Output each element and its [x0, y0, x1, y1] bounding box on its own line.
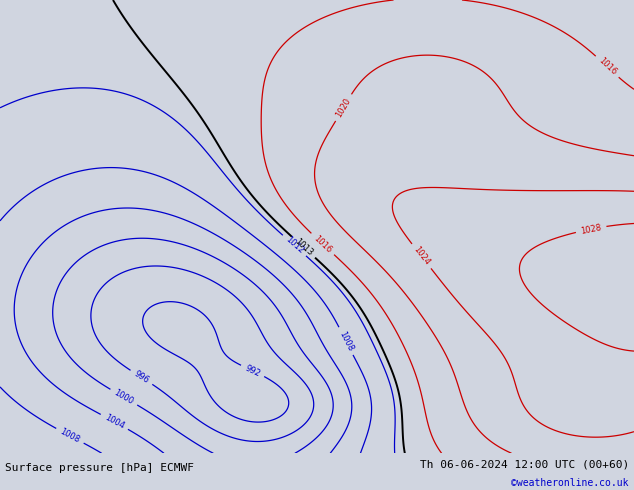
Text: 996: 996: [133, 369, 150, 386]
Text: 1008: 1008: [58, 427, 81, 445]
Text: Th 06-06-2024 12:00 UTC (00+60): Th 06-06-2024 12:00 UTC (00+60): [420, 459, 629, 469]
Text: 1008: 1008: [337, 330, 354, 352]
Text: 1013: 1013: [293, 237, 314, 258]
Text: 1012: 1012: [283, 235, 305, 256]
Text: 1016: 1016: [312, 234, 333, 254]
Text: 1000: 1000: [112, 388, 135, 406]
Text: 1024: 1024: [411, 245, 432, 267]
Text: ©weatheronline.co.uk: ©weatheronline.co.uk: [512, 478, 629, 488]
Text: 1004: 1004: [103, 413, 126, 431]
Text: Surface pressure [hPa] ECMWF: Surface pressure [hPa] ECMWF: [5, 463, 194, 473]
Text: 1020: 1020: [334, 97, 353, 119]
Text: 1016: 1016: [597, 56, 618, 77]
Text: 1028: 1028: [580, 222, 602, 236]
Text: 992: 992: [243, 364, 262, 378]
